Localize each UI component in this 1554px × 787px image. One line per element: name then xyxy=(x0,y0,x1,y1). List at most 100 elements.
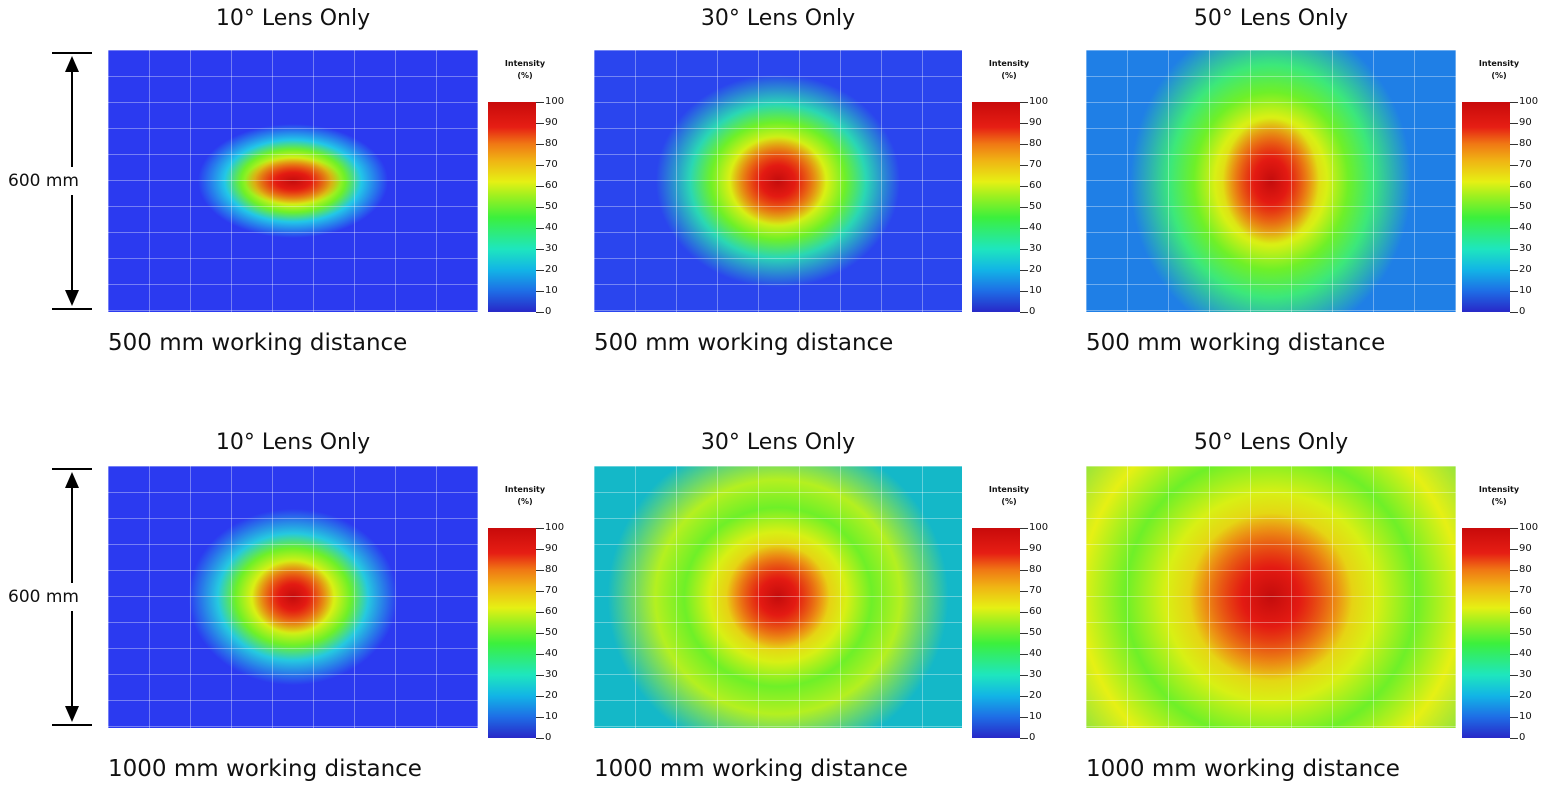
colorbar-tick-label: 80 xyxy=(1029,564,1042,575)
colorbar-tick xyxy=(1510,312,1518,313)
colorbar-tick-label: 60 xyxy=(1029,180,1042,191)
panel-caption: 1000 mm working distance xyxy=(108,756,422,782)
colorbar-tick-label: 50 xyxy=(1519,627,1532,638)
colorbar-tick-label: 30 xyxy=(1519,669,1532,680)
colorbar-tick-label: 60 xyxy=(1519,180,1532,191)
colorbar-tick-label: 30 xyxy=(545,669,558,680)
colorbar-tick xyxy=(536,249,544,250)
colorbar-tick-label: 70 xyxy=(1029,585,1042,596)
heatmap-grid xyxy=(1086,466,1456,728)
colorbar-tick-label: 40 xyxy=(545,222,558,233)
colorbar-tick xyxy=(1020,123,1028,124)
colorbar-tick xyxy=(1510,549,1518,550)
colorbar-tick-label: 60 xyxy=(1029,606,1042,617)
colorbar-tick xyxy=(536,207,544,208)
colorbar-tick xyxy=(1510,654,1518,655)
colorbar-title-line1: Intensity xyxy=(988,59,1030,68)
colorbar-tick-label: 50 xyxy=(1519,201,1532,212)
colorbar-tick-label: 20 xyxy=(1519,690,1532,701)
colorbar-tick xyxy=(1510,186,1518,187)
colorbar-tick xyxy=(536,144,544,145)
colorbar-tick xyxy=(1020,249,1028,250)
arrow-up-icon xyxy=(65,56,79,72)
colorbar-tick xyxy=(536,654,544,655)
colorbar-tick-label: 0 xyxy=(1519,306,1526,317)
colorbar-tick xyxy=(536,228,544,229)
colorbar-tick-label: 0 xyxy=(545,732,552,743)
colorbar-tick xyxy=(1020,102,1028,103)
colorbar-tick xyxy=(536,570,544,571)
colorbar: Intensity (%) 100 90 80 70 60 50 40 30 20 10 0 xyxy=(972,58,1092,328)
arrow-up-icon xyxy=(65,472,79,488)
colorbar-tick-label: 80 xyxy=(545,138,558,149)
colorbar-tick-label: 30 xyxy=(1029,669,1042,680)
heatmap xyxy=(594,466,962,728)
colorbar-title-line2: (%) xyxy=(517,497,533,506)
colorbar-title: Intensity (%) xyxy=(488,58,562,82)
colorbar-tick xyxy=(536,549,544,550)
colorbar-tick xyxy=(1020,633,1028,634)
colorbar: Intensity (%) 100 90 80 70 60 50 40 30 20 10 0 xyxy=(488,58,608,328)
colorbar-tick-label: 60 xyxy=(1519,606,1532,617)
colorbar-tick xyxy=(1510,528,1518,529)
colorbar-tick xyxy=(536,102,544,103)
colorbar-title-line1: Intensity xyxy=(988,485,1030,494)
colorbar-tick-label: 10 xyxy=(545,711,558,722)
colorbar-tick-label: 80 xyxy=(1029,138,1042,149)
colorbar-tick-label: 100 xyxy=(545,96,565,107)
colorbar-tick-label: 70 xyxy=(1029,159,1042,170)
heatmap-grid xyxy=(108,466,478,728)
panel-title: 10° Lens Only xyxy=(215,430,371,455)
colorbar-tick xyxy=(1510,570,1518,571)
heatmap-grid xyxy=(1086,50,1456,312)
colorbar-tick-label: 70 xyxy=(1519,159,1532,170)
colorbar-tick xyxy=(1510,591,1518,592)
colorbar-tick xyxy=(1510,633,1518,634)
colorbar-tick-label: 40 xyxy=(1029,222,1042,233)
colorbar-tick xyxy=(536,186,544,187)
colorbar-tick xyxy=(1510,696,1518,697)
heatmap xyxy=(108,466,478,728)
panel-title: 50° Lens Only xyxy=(1193,6,1349,31)
colorbar-tick xyxy=(1020,207,1028,208)
colorbar-title-line2: (%) xyxy=(1491,71,1507,80)
colorbar-tick xyxy=(1020,696,1028,697)
colorbar-tick xyxy=(536,612,544,613)
colorbar-title-line1: Intensity xyxy=(1478,485,1520,494)
panel-caption: 1000 mm working distance xyxy=(594,756,908,782)
colorbar: Intensity (%) 100 90 80 70 60 50 40 30 20 10 0 xyxy=(1462,484,1554,754)
colorbar-tick xyxy=(1020,228,1028,229)
colorbar-tick-label: 40 xyxy=(1519,222,1532,233)
colorbar-tick xyxy=(1020,654,1028,655)
colorbar-tick xyxy=(1020,549,1028,550)
colorbar-tick xyxy=(536,312,544,313)
heatmap xyxy=(1086,50,1456,312)
panel-title: 30° Lens Only xyxy=(700,430,856,455)
colorbar-gradient xyxy=(488,528,536,738)
colorbar-tick-label: 70 xyxy=(545,585,558,596)
colorbar-tick-label: 40 xyxy=(545,648,558,659)
colorbar-gradient xyxy=(488,102,536,312)
colorbar-gradient xyxy=(972,528,1020,738)
colorbar-title: Intensity (%) xyxy=(1462,58,1536,82)
panel-title: 10° Lens Only xyxy=(215,6,371,31)
colorbar-tick-label: 0 xyxy=(1519,732,1526,743)
colorbar-tick-label: 50 xyxy=(545,627,558,638)
colorbar-tick xyxy=(1020,717,1028,718)
heatmap-grid xyxy=(108,50,478,312)
colorbar-tick-label: 50 xyxy=(545,201,558,212)
colorbar-tick-label: 90 xyxy=(1029,117,1042,128)
colorbar-tick-label: 30 xyxy=(1519,243,1532,254)
colorbar-tick xyxy=(1510,207,1518,208)
colorbar-tick xyxy=(1510,270,1518,271)
panel-caption: 500 mm working distance xyxy=(108,330,408,356)
colorbar-tick-label: 80 xyxy=(1519,138,1532,149)
colorbar-tick xyxy=(536,696,544,697)
panel-title: 30° Lens Only xyxy=(700,6,856,31)
colorbar-gradient xyxy=(972,102,1020,312)
colorbar-title-line2: (%) xyxy=(1001,71,1017,80)
panel-caption: 500 mm working distance xyxy=(1086,330,1386,356)
arrow-down-icon xyxy=(65,706,79,722)
colorbar-title-line1: Intensity xyxy=(504,59,546,68)
colorbar-tick xyxy=(1020,675,1028,676)
